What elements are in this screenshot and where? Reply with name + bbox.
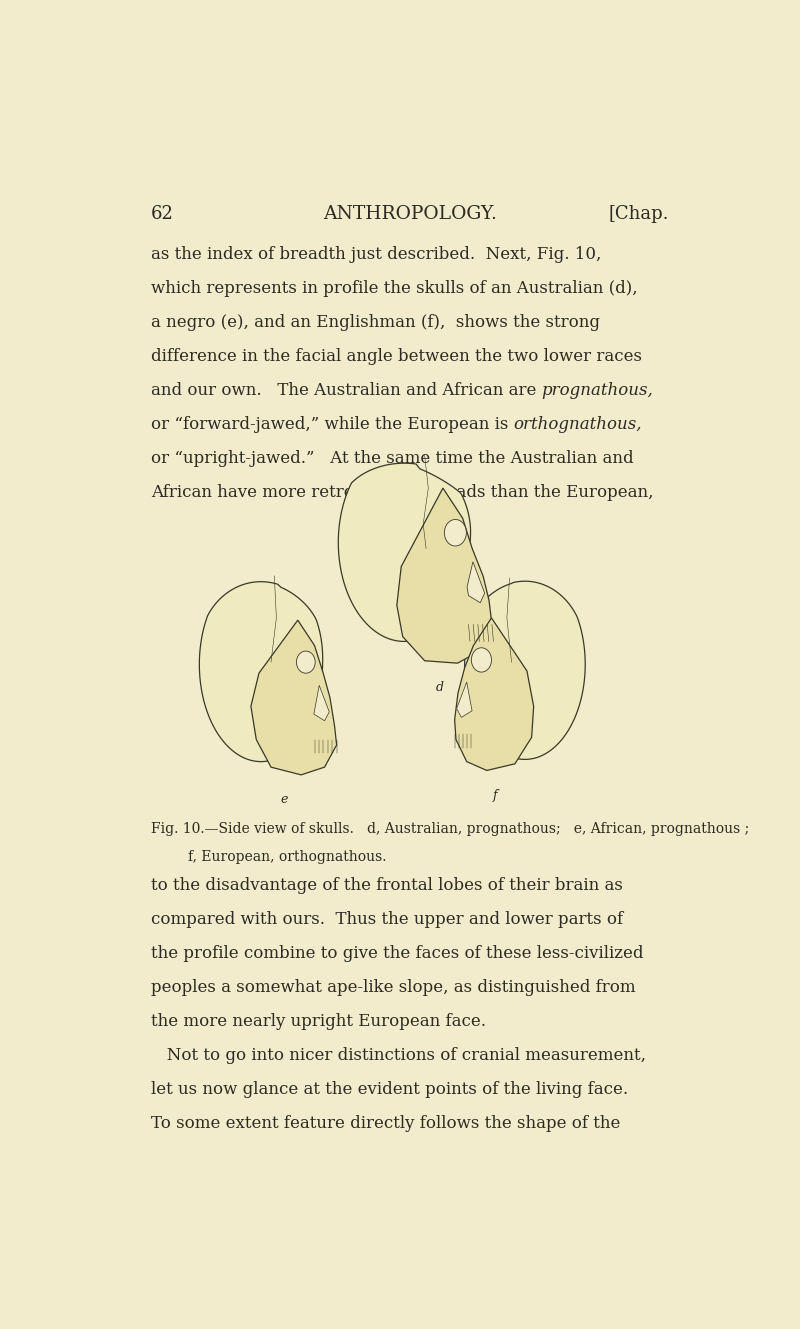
Polygon shape [251,621,337,775]
Text: or “upright-jawed.”   At the same time the Australian and: or “upright-jawed.” At the same time the… [151,451,634,468]
Text: 62: 62 [151,205,174,223]
Ellipse shape [556,676,568,703]
Text: ANTHROPOLOGY.: ANTHROPOLOGY. [323,205,497,223]
Ellipse shape [444,520,466,546]
Text: which represents in profile the skulls of an Australian (d),: which represents in profile the skulls o… [151,280,638,296]
Text: the profile combine to give the faces of these less-civilized: the profile combine to give the faces of… [151,945,643,962]
Text: peoples a somewhat ape-like slope, as distinguished from: peoples a somewhat ape-like slope, as di… [151,979,635,995]
Polygon shape [314,686,330,720]
Polygon shape [454,618,534,771]
Text: f: f [493,789,497,803]
Text: To some extent feature directly follows the shape of the: To some extent feature directly follows … [151,1115,620,1132]
Text: Fig. 10.—Side view of skulls.   d, Australian, prognathous;   e, African, progna: Fig. 10.—Side view of skulls. d, Austral… [151,823,749,836]
Ellipse shape [471,647,491,672]
Text: African have more retreating foreheads than the European,: African have more retreating foreheads t… [151,485,654,501]
Text: f, European, orthognathous.: f, European, orthognathous. [188,849,386,864]
Text: or “forward-jawed,” while the European is: or “forward-jawed,” while the European i… [151,416,514,433]
Text: and our own.   The Australian and African are: and our own. The Australian and African … [151,383,542,399]
Text: a negro (e), and an Englishman (f),  shows the strong: a negro (e), and an Englishman (f), show… [151,314,600,331]
Text: to the disadvantage of the frontal lobes of their brain as: to the disadvantage of the frontal lobes… [151,877,622,894]
Text: let us now glance at the evident points of the living face.: let us now glance at the evident points … [151,1082,628,1098]
Polygon shape [199,582,322,762]
Polygon shape [465,581,586,759]
Polygon shape [467,562,485,603]
Text: e: e [281,792,288,805]
Polygon shape [457,682,472,718]
Text: orthognathous,: orthognathous, [514,416,642,433]
Text: Not to go into nicer distinctions of cranial measurement,: Not to go into nicer distinctions of cra… [151,1047,646,1065]
Text: the more nearly upright European face.: the more nearly upright European face. [151,1013,486,1030]
Polygon shape [397,488,492,663]
Ellipse shape [297,651,315,674]
Text: difference in the facial angle between the two lower races: difference in the facial angle between t… [151,348,642,365]
Text: [Chap.: [Chap. [609,205,669,223]
Text: d: d [435,682,443,694]
Text: as the index of breadth just described.  Next, Fig. 10,: as the index of breadth just described. … [151,246,602,263]
Text: prognathous,: prognathous, [542,383,654,399]
Text: compared with ours.  Thus the upper and lower parts of: compared with ours. Thus the upper and l… [151,910,623,928]
Polygon shape [338,464,470,642]
